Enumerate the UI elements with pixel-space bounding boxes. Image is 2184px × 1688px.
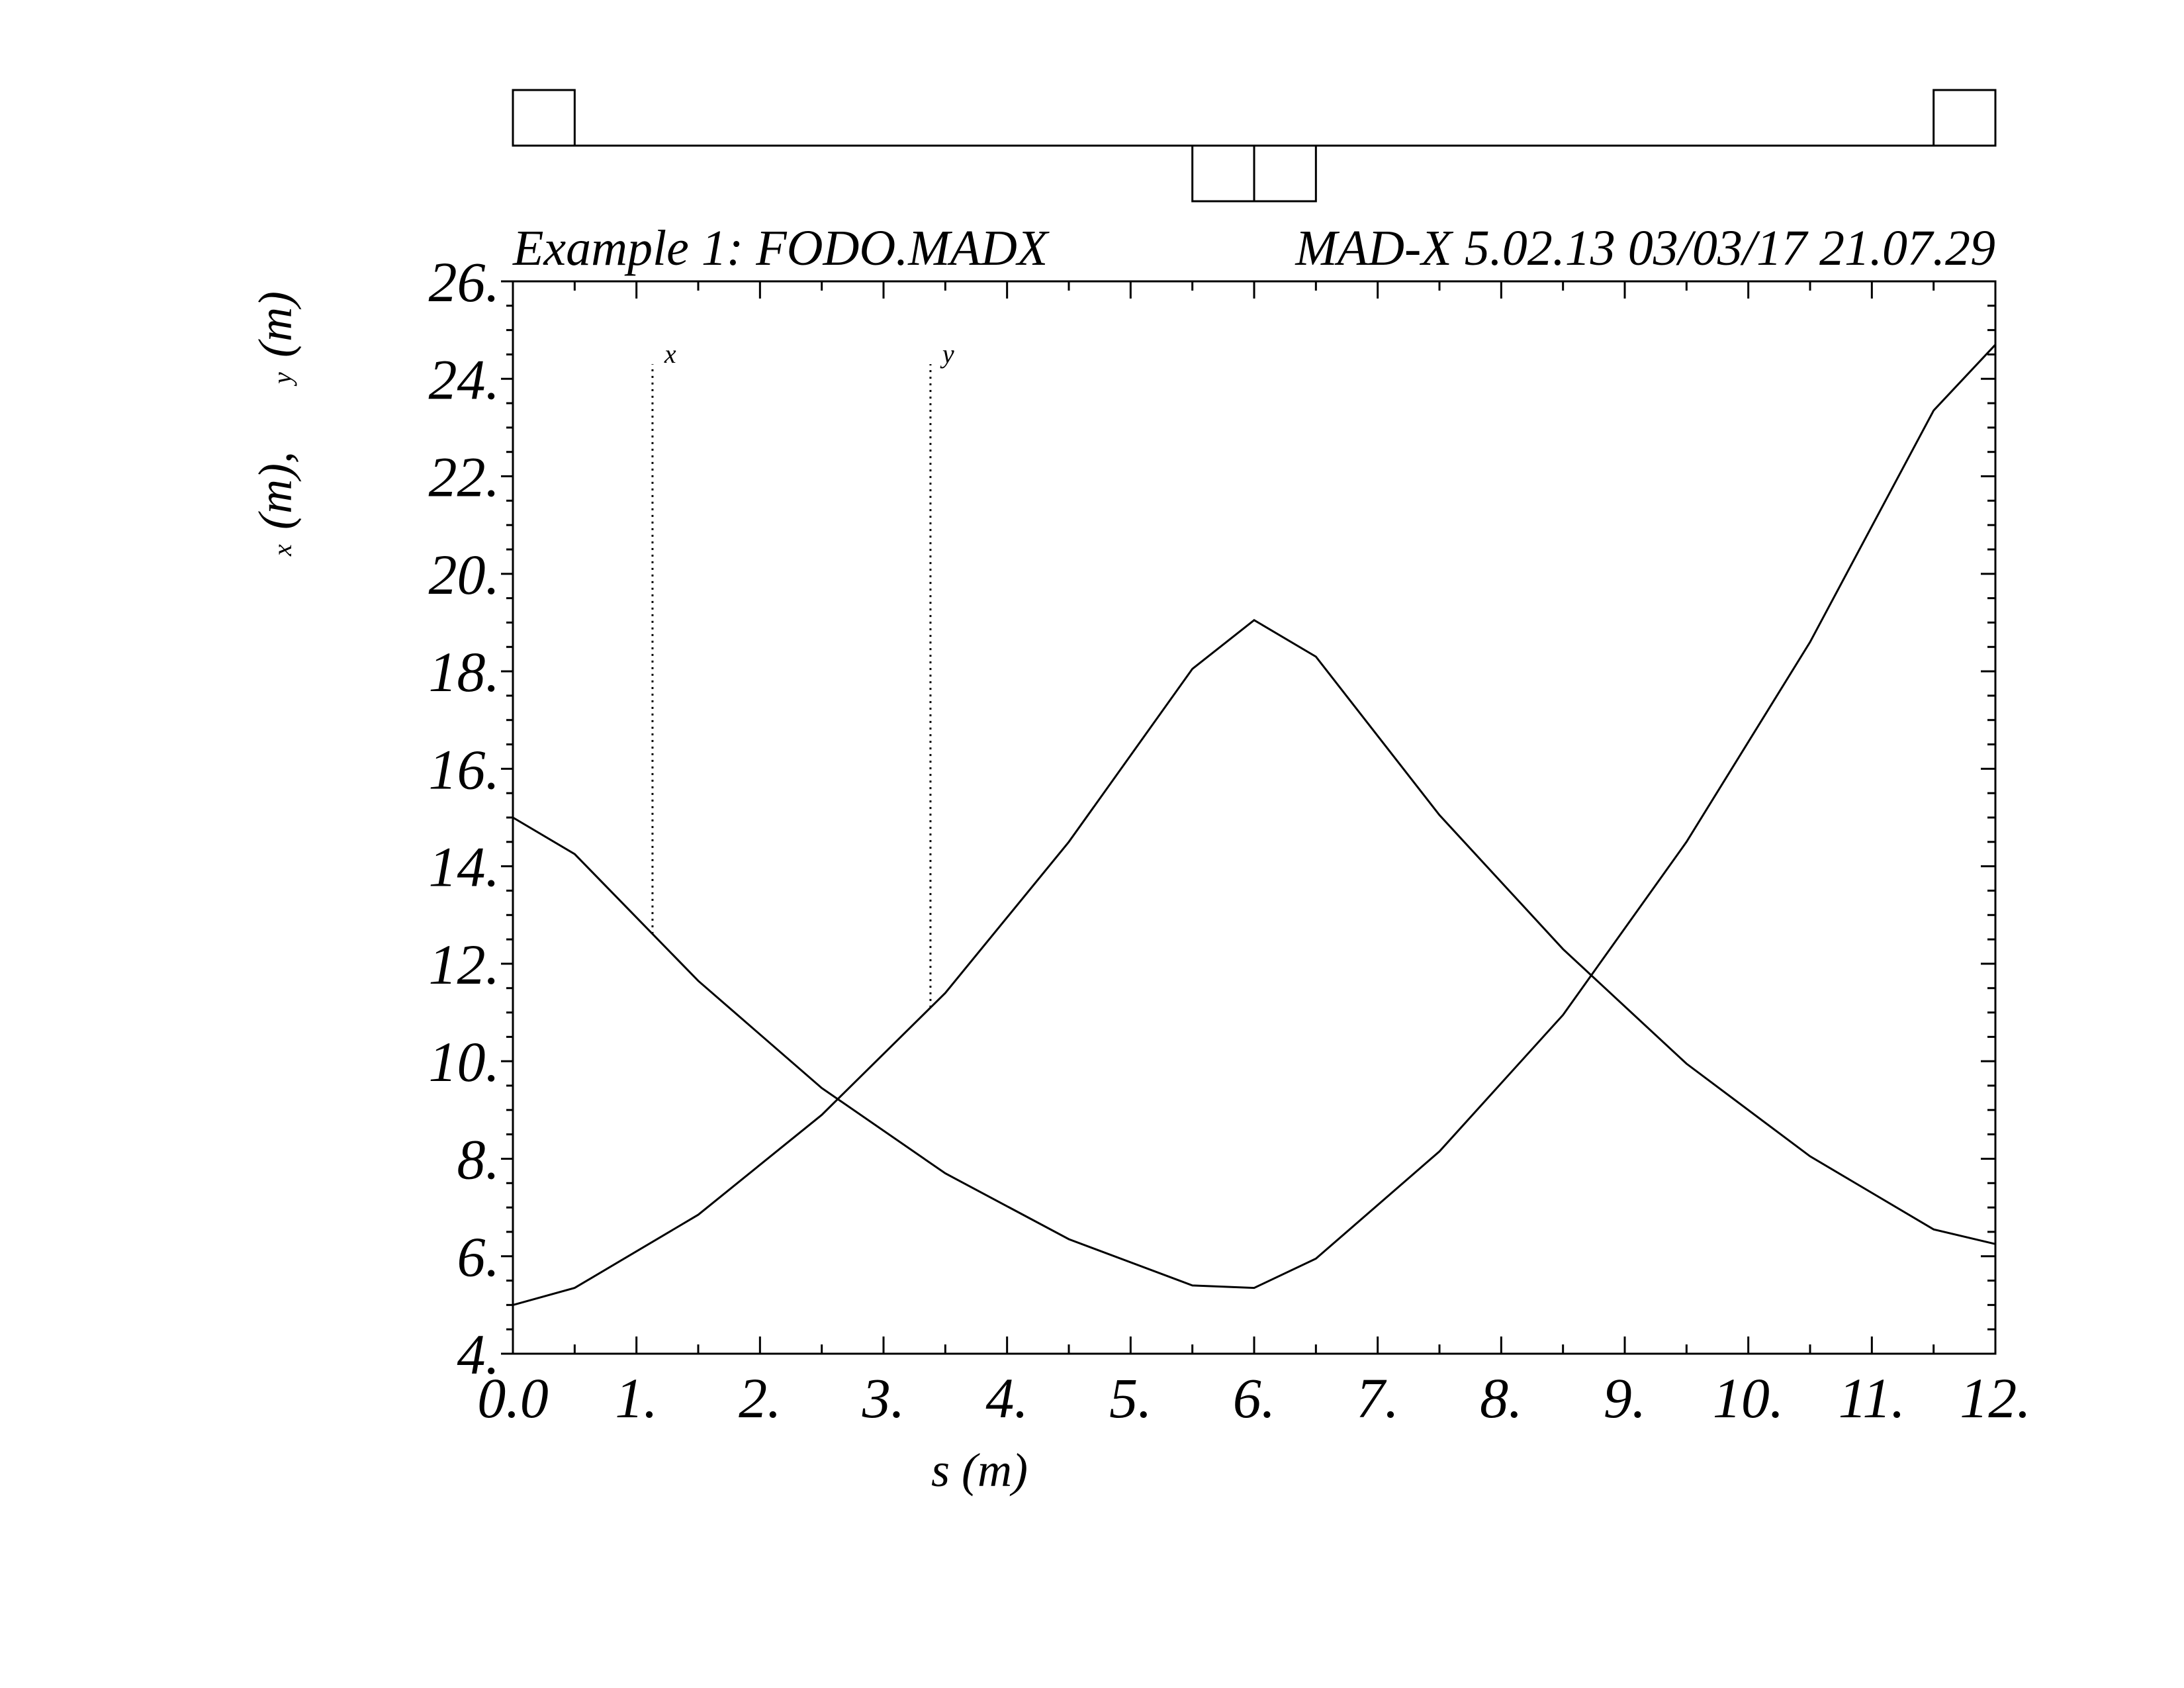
series-y-line xyxy=(512,618,1996,1306)
y-tick-label: 26. xyxy=(429,250,500,314)
series-y-marker-label: y xyxy=(940,339,954,369)
program-info: MAD-X 5.02.13 03/03/17 21.07.29 xyxy=(1295,220,1995,276)
y-tick-label: 12. xyxy=(429,933,500,996)
series-x-line xyxy=(512,344,1997,1289)
series-x-marker-label: x xyxy=(664,339,676,369)
x-tick-label: 11. xyxy=(1839,1366,1905,1430)
plot-frame xyxy=(512,280,1997,1355)
lattice-element-quadrupole-1 xyxy=(1191,144,1255,203)
x-tick-label: 8. xyxy=(1480,1366,1523,1430)
y-tick-label: 14. xyxy=(429,835,500,899)
x-tick-label: 2. xyxy=(739,1366,782,1430)
y-tick-label: 6. xyxy=(457,1225,500,1289)
y-axis-label-sub-x: x xyxy=(267,544,297,557)
y-axis-label-sub-y: y xyxy=(267,372,297,387)
lattice-element-quadrupole-2 xyxy=(1253,144,1317,203)
y-tick-label: 18. xyxy=(429,640,500,704)
x-tick-label: 0.0 xyxy=(477,1366,549,1430)
lattice-element-quadrupole-3 xyxy=(1933,89,1997,147)
y-axis-label: x (m), y (m) xyxy=(249,291,302,557)
y-axis-label-part1: (m), xyxy=(249,451,302,530)
x-tick-label: 3. xyxy=(862,1366,905,1430)
x-axis-ticks: 0.0 1. 2. 3. 4. 5. 6. 7. 8. 9. 10. 11. 12. xyxy=(477,281,2031,1430)
y-axis-ticks: 4. 6. 8. 10. 12. 14. 16. 18. 20. 22. 24. 26. xyxy=(429,250,1995,1386)
x-tick-label: 4. xyxy=(985,1366,1028,1430)
x-tick-label: 12. xyxy=(1960,1366,2031,1430)
y-tick-label: 8. xyxy=(457,1127,500,1191)
x-tick-label: 6. xyxy=(1233,1366,1276,1430)
y-tick-label: 10. xyxy=(429,1030,500,1094)
y-tick-label: 22. xyxy=(429,445,500,509)
plot-title: Example 1: FODO.MADX xyxy=(512,220,1050,276)
y-axis-label-part2: (m) xyxy=(249,291,302,357)
x-axis-label: s (m) xyxy=(931,1444,1028,1497)
x-tick-label: 1. xyxy=(615,1366,658,1430)
x-tick-label: 9. xyxy=(1604,1366,1647,1430)
y-tick-label: 16. xyxy=(429,737,500,801)
y-tick-label: 24. xyxy=(429,348,500,411)
y-tick-label: 4. xyxy=(457,1323,500,1386)
x-tick-label: 5. xyxy=(1109,1366,1152,1430)
y-tick-label: 20. xyxy=(429,543,500,606)
lattice-element-quadrupole-0 xyxy=(512,89,576,147)
x-tick-label: 10. xyxy=(1713,1366,1784,1430)
lattice-layout xyxy=(512,89,1997,203)
x-tick-label: 7. xyxy=(1356,1366,1399,1430)
